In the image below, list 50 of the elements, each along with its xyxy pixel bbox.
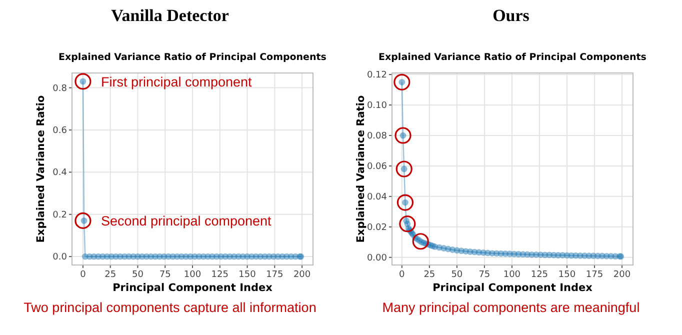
y-tick-label: 0.00 — [366, 253, 388, 264]
x-tick-label: 175 — [586, 270, 604, 280]
x-tick-label: 125 — [530, 270, 548, 280]
y-axis-title: Explained Variance Ratio — [355, 95, 367, 243]
x-tick-label: 175 — [266, 270, 284, 280]
x-tick-label: 50 — [132, 270, 144, 280]
point — [412, 233, 429, 250]
annotation: First principal component — [100, 74, 252, 90]
text: Many principal components are meaningful — [382, 300, 640, 315]
point — [74, 73, 92, 90]
y-tick-label: 0.6 — [52, 126, 68, 136]
x-tick-label: 50 — [451, 270, 463, 280]
x-tick-label: 125 — [211, 270, 228, 280]
x-tick-label: 200 — [613, 270, 631, 280]
x-tick-label: 0 — [80, 270, 86, 280]
text: Two principal components capture all information — [24, 300, 316, 315]
y-axis-title: Explained Variance Ratio — [35, 95, 47, 243]
point — [74, 212, 92, 229]
y-tick-label: 0.10 — [366, 101, 388, 111]
y-tick-label: 0.12 — [366, 70, 387, 81]
x-tick-label: 0 — [399, 270, 406, 280]
point — [396, 194, 414, 211]
point — [396, 160, 412, 178]
x-tick-label: 25 — [424, 270, 436, 280]
x-tick-label: 100 — [503, 270, 521, 280]
x-tick-label: 25 — [104, 270, 116, 280]
x-tick-label: 75 — [159, 270, 171, 280]
x-axis-title: Principal Component Index — [112, 282, 273, 294]
point — [394, 127, 412, 144]
chart-title: Vanilla Detector — [111, 6, 230, 25]
x-tick-label: 200 — [293, 270, 311, 280]
annotation: Second principal component — [100, 214, 272, 229]
chart-subtitle: Explained Variance Ratio of Principal Components — [378, 52, 647, 63]
y-tick-label: 0.2 — [52, 210, 67, 220]
x-tick-label: 100 — [184, 270, 202, 280]
x-axis-title: Principal Component Index — [432, 282, 593, 294]
y-tick-label: 0.02 — [366, 222, 387, 233]
x-tick-label: 150 — [558, 270, 576, 280]
chart-subtitle: Explained Variance Ratio of Principal Components — [58, 52, 327, 63]
y-tick-label: 0.04 — [366, 192, 388, 202]
y-tick-label: 0.0 — [52, 252, 68, 263]
point — [399, 216, 416, 232]
point — [394, 74, 410, 90]
y-tick-label: 0.8 — [52, 84, 68, 94]
chart-title: Ours — [492, 6, 530, 25]
x-tick-label: 75 — [478, 270, 490, 280]
y-tick-label: 0.4 — [52, 168, 68, 178]
y-tick-label: 0.06 — [366, 162, 388, 172]
x-tick-label: 150 — [238, 270, 256, 280]
y-tick-label: 0.08 — [366, 131, 388, 142]
